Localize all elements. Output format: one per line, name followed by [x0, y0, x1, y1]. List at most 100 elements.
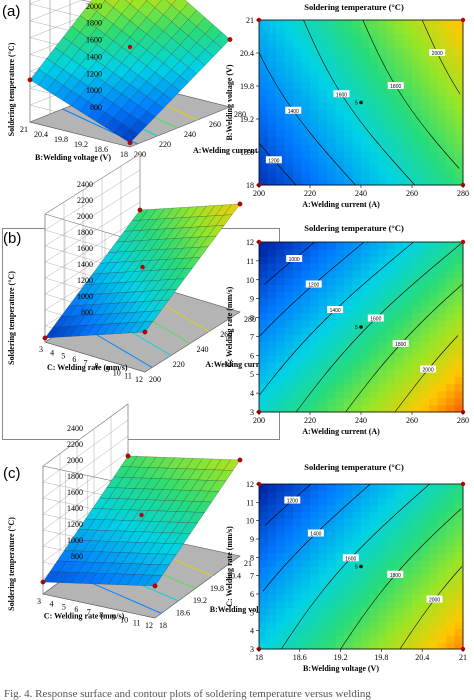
- contour-fill-cell: [386, 628, 396, 636]
- contour-fill-cell: [301, 566, 311, 574]
- contour-fill-cell: [437, 123, 447, 131]
- contour-fill-cell: [352, 143, 362, 152]
- contour-fill-cell: [301, 490, 311, 499]
- contour-fill-cell: [327, 518, 336, 526]
- y-axis-label: C: Welding rate (mm/s): [44, 611, 125, 620]
- contour-fill-cell: [352, 81, 362, 90]
- contour-fill-cell: [412, 355, 421, 363]
- contour-fill-cell: [395, 40, 404, 48]
- contour-fill-cell: [301, 47, 311, 55]
- contour-fill-cell: [420, 164, 430, 172]
- contour-fill-cell: [344, 102, 353, 110]
- contour-line: [399, 566, 463, 650]
- contour-fill-cell: [454, 525, 464, 533]
- contour-fill-cell: [301, 362, 311, 370]
- contour-fill-cell: [327, 109, 336, 117]
- contour-level-label: 1200: [268, 158, 279, 164]
- contour-fill-cell: [429, 397, 438, 406]
- z-tick-label: 1200: [77, 276, 93, 285]
- contour-fill-cell: [310, 136, 319, 145]
- y-tick-label: 4: [49, 600, 53, 609]
- x-tick-label: 240: [355, 416, 367, 425]
- contour-fill-cell: [276, 116, 285, 124]
- contour-fill-cell: [276, 621, 285, 629]
- contour-fill-cell: [386, 47, 396, 55]
- contour-fill-cell: [454, 256, 464, 264]
- contour-fill-cell: [267, 504, 277, 512]
- contour-fill-cell: [259, 291, 268, 300]
- contour-fill-cell: [395, 607, 404, 616]
- contour-fill-cell: [454, 497, 464, 506]
- contour-fill-cell: [361, 26, 370, 35]
- contour-line: [259, 241, 414, 396]
- contour-fill-cell: [267, 40, 277, 48]
- contour-fill-cell: [284, 600, 294, 609]
- contour-fill-cell: [378, 573, 387, 581]
- contour-fill-cell: [318, 552, 328, 561]
- contour-fill-cell: [335, 628, 345, 636]
- contour-fill-cell: [403, 242, 413, 250]
- contour-fill-cell: [429, 256, 438, 264]
- contour-fill-cell: [344, 164, 353, 172]
- contour-fill-cell: [318, 130, 328, 138]
- contour-fill-cell: [386, 369, 396, 378]
- contour-fill-cell: [395, 26, 404, 35]
- contour-fill-cell: [446, 150, 455, 158]
- contour-fill-cell: [284, 635, 294, 643]
- contour-fill-cell: [446, 164, 455, 172]
- y-tick-label: 12: [246, 238, 254, 247]
- contour-fill-cell: [352, 150, 362, 158]
- z-tick-label: 1000: [77, 292, 93, 301]
- contour-line: [258, 52, 356, 186]
- x-tick-label: 200: [253, 189, 265, 198]
- contour-fill-cell: [412, 143, 421, 152]
- contour-fill-cell: [437, 642, 447, 650]
- contour-fill-cell: [335, 600, 345, 609]
- contour-fill-cell: [335, 20, 345, 28]
- contour-fill-cell: [259, 614, 268, 622]
- contour-fill-cell: [310, 312, 319, 321]
- x-tick-label: 18.6: [176, 609, 190, 618]
- contour-fill-cell: [344, 383, 353, 392]
- contour-fill-cell: [420, 88, 430, 97]
- contour-fill-cell: [454, 600, 464, 609]
- contour-fill-cell: [276, 341, 285, 349]
- contour-fill-cell: [259, 298, 268, 307]
- contour-fill-cell: [454, 102, 464, 110]
- contour-fill-cell: [344, 628, 353, 636]
- contour-fill-cell: [454, 594, 464, 602]
- contour-fill-cell: [344, 150, 353, 158]
- contour-fill-cell: [335, 376, 345, 385]
- contour-fill-cell: [412, 109, 421, 117]
- contour-fill-cell: [454, 263, 464, 271]
- contour-label-bg: [426, 595, 443, 603]
- contour-fill-cell: [344, 136, 353, 145]
- contour-fill-cell: [378, 171, 387, 179]
- contour-fill-cell: [267, 298, 277, 307]
- contour-fill-cell: [395, 376, 404, 385]
- contour-fill-cell: [378, 390, 387, 399]
- contour-fill-cell: [267, 635, 277, 643]
- z-tick-label: 1000: [67, 536, 83, 545]
- contour-fill-cell: [352, 614, 362, 622]
- contour-fill-cell: [420, 298, 430, 307]
- x-tick-label: 19.2: [193, 596, 207, 605]
- z-tick-label: 1600: [67, 488, 83, 497]
- contour-fill-cell: [352, 116, 362, 124]
- contour-fill-cell: [429, 164, 438, 172]
- contour-fill-cell: [352, 490, 362, 499]
- contour-fill-cell: [259, 628, 268, 636]
- contour-fill-cell: [454, 404, 464, 413]
- contour-fill-cell: [386, 109, 396, 117]
- contour-fill-cell: [446, 256, 455, 264]
- contour-fill-cell: [369, 642, 379, 650]
- contour-fill-cell: [293, 532, 302, 540]
- contour-fill-cell: [318, 291, 328, 300]
- contour-fill-cell: [429, 369, 438, 378]
- contour-fill-cell: [276, 490, 285, 499]
- contour-fill-cell: [395, 136, 404, 145]
- contour-fill-cell: [420, 545, 430, 554]
- contour-fill-cell: [446, 130, 455, 138]
- contour-fill-cell: [454, 109, 464, 117]
- contour-fill-cell: [412, 150, 421, 158]
